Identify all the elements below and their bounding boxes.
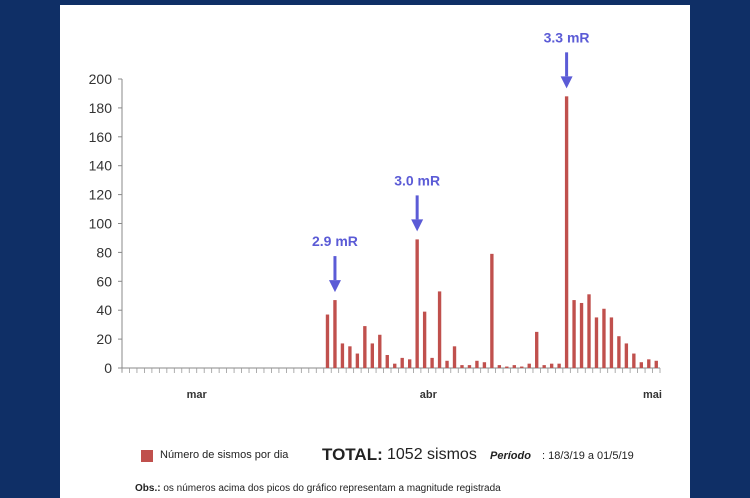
bar: [527, 363, 531, 368]
y-tick-label: 120: [89, 187, 113, 203]
x-tick-label: mar: [187, 389, 208, 401]
bar: [445, 360, 449, 368]
legend-swatch: [141, 450, 153, 462]
x-tick-label: mai: [643, 389, 662, 401]
bars: [325, 96, 658, 368]
bar: [415, 239, 419, 368]
bar: [572, 300, 576, 368]
bar: [549, 363, 554, 368]
y-tick-label: 200: [89, 71, 113, 87]
bar: [363, 326, 367, 368]
bar: [370, 343, 375, 368]
bar: [617, 336, 621, 368]
legend: Número de sismos por dia TOTAL: 1052 sis…: [135, 444, 680, 466]
bar: [355, 353, 360, 368]
y-tick-label: 60: [96, 273, 112, 289]
chart-panel: 0 20 40 60 80 100 120 140 160 180 200 mar abr mai 2.…: [60, 5, 690, 498]
observation-note: Obs.: os números acima dos picos do gráf…: [135, 483, 501, 494]
bar: [400, 357, 404, 368]
bar: [340, 343, 345, 368]
bar: [348, 346, 352, 368]
y-tick-label: 20: [96, 331, 112, 347]
annotation-arrow-head: [560, 76, 573, 89]
bar: [430, 357, 434, 368]
bar: [460, 365, 464, 368]
y-tick-label: 160: [89, 129, 113, 145]
total-key: TOTAL:: [322, 445, 383, 464]
bar: [378, 334, 382, 368]
y-tick-label: 80: [96, 244, 112, 260]
annotation-arrow-head: [411, 219, 424, 232]
bar: [407, 359, 412, 368]
bar: [520, 366, 524, 368]
y-tick-label: 100: [89, 216, 113, 232]
bar: [452, 346, 457, 368]
bar: [647, 359, 651, 368]
annotation-label: 3.0 mR: [394, 172, 440, 188]
bar: [512, 365, 516, 368]
bar: [602, 308, 606, 368]
x-tick-label: abr: [420, 389, 438, 401]
period-key: Período: [490, 450, 531, 462]
observation-text: os números acima dos picos do gráfico re…: [160, 483, 501, 494]
bar: [609, 317, 614, 368]
bar: [624, 343, 629, 368]
bar: [639, 362, 644, 368]
legend-label: Número de sismos por dia: [160, 449, 289, 461]
bar: [385, 354, 389, 368]
bar: [475, 360, 479, 368]
period-value: : 18/3/19 a 01/5/19: [542, 450, 634, 462]
x-axis: mar abr mai: [121, 367, 662, 401]
bar: [422, 311, 427, 368]
observation-key: Obs.:: [135, 483, 161, 494]
bar: [325, 314, 330, 368]
bar: [467, 365, 472, 368]
bar: [557, 363, 561, 368]
bar: [564, 96, 569, 368]
y-tick-label: 140: [89, 158, 113, 174]
bar: [505, 366, 509, 368]
total-value: 1052 sismos: [387, 446, 477, 463]
bar: [632, 353, 636, 368]
bar: [393, 363, 397, 368]
annotation-label: 3.3 mR: [544, 29, 590, 45]
y-tick-label: 180: [89, 100, 113, 116]
y-axis: 0 20 40 60 80 100 120 140 160 180 200: [89, 71, 123, 376]
bar: [535, 331, 539, 368]
bar: [654, 360, 658, 368]
bar: [542, 365, 546, 368]
bar: [490, 253, 494, 368]
bar: [437, 291, 442, 368]
annotations: 2.9 mR 3.0 mR 3.3 mR: [312, 29, 590, 293]
seismic-bar-chart: 0 20 40 60 80 100 120 140 160 180 200 mar abr mai 2.…: [89, 29, 662, 401]
bar: [497, 365, 502, 368]
bar: [587, 294, 591, 368]
bar: [482, 362, 487, 368]
annotation-arrow-head: [328, 280, 341, 293]
y-tick-label: 40: [96, 302, 112, 318]
bar: [579, 302, 584, 368]
bar: [594, 317, 599, 368]
annotation-label: 2.9 mR: [312, 233, 358, 249]
y-tick-label: 0: [104, 360, 112, 376]
bar: [333, 300, 337, 368]
